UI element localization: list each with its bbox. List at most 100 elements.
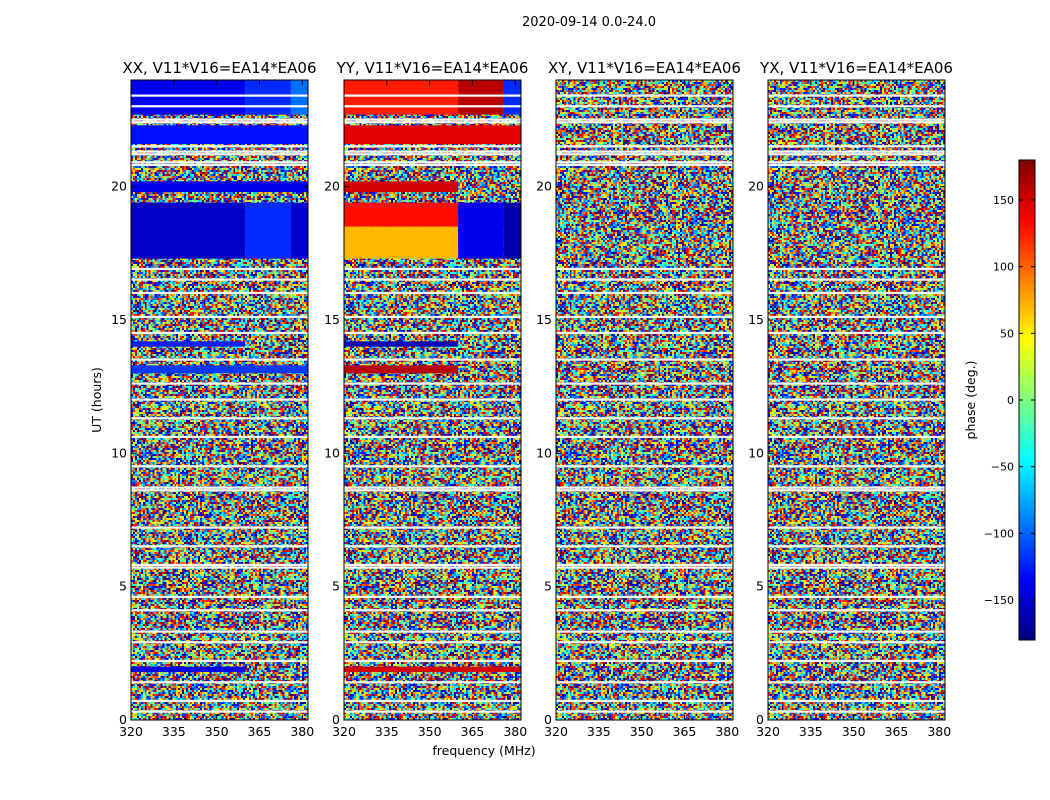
- flagged-row: [344, 121, 521, 124]
- flagged-row: [556, 641, 733, 644]
- y-tick-label: 5: [119, 579, 127, 594]
- heatmap-area: [768, 80, 945, 720]
- flagged-row: [131, 121, 308, 124]
- coherent-phase-block: [131, 181, 308, 192]
- flagged-row: [768, 659, 945, 663]
- panel-title: YX, V11*V16=EA14*EA06: [759, 59, 953, 77]
- flagged-row: [131, 563, 308, 567]
- flagged-row: [344, 145, 521, 148]
- colorbar-tick-label: 50: [1000, 327, 1014, 340]
- flagged-row: [344, 641, 521, 644]
- panel-title: XX, V11*V16=EA14*EA06: [122, 59, 316, 77]
- coherent-phase-block: [131, 125, 308, 144]
- heatmap-area: [344, 80, 521, 720]
- flagged-row: [556, 315, 733, 319]
- coherent-phase-block: [458, 80, 504, 115]
- flagged-row: [556, 699, 733, 703]
- flagged-row: [768, 630, 945, 633]
- flagged-row: [768, 331, 945, 335]
- flagged-row: [131, 267, 308, 271]
- y-tick-label: 0: [544, 712, 552, 727]
- flagged-row: [344, 382, 521, 385]
- colorbar-tick-label: −150: [984, 594, 1014, 607]
- flagged-row: [768, 358, 945, 361]
- flagged-row: [131, 291, 308, 295]
- figure-suptitle: 2020-09-14 0.0-24.0: [522, 15, 656, 30]
- y-tick-label: 0: [332, 712, 340, 727]
- flagged-row: [344, 563, 521, 567]
- x-tick-label: 335: [799, 724, 823, 739]
- flagged-row: [556, 94, 733, 97]
- flagged-row: [556, 417, 733, 420]
- flagged-row: [131, 545, 308, 548]
- coherent-phase-block: [503, 202, 521, 259]
- y-tick-label: 5: [332, 579, 340, 594]
- flagged-row: [131, 609, 308, 612]
- x-tick-label: 335: [375, 724, 399, 739]
- flagged-row: [131, 699, 308, 703]
- flagged-row: [344, 681, 521, 684]
- coherent-phase-block: [290, 80, 308, 115]
- flagged-row: [768, 435, 945, 439]
- flagged-row: [768, 382, 945, 385]
- flagged-row: [344, 595, 521, 599]
- y-tick-label: 10: [324, 445, 340, 460]
- flagged-row: [768, 161, 945, 164]
- y-tick-label: 20: [536, 179, 552, 194]
- flagged-row: [131, 489, 308, 492]
- panel-frame: [555, 79, 734, 721]
- flagged-row: [768, 641, 945, 644]
- flagged-row: [768, 710, 945, 713]
- flagged-row: [556, 163, 733, 167]
- flagged-row: [344, 417, 521, 420]
- flagged-row: [556, 121, 733, 124]
- x-axis-label: frequency (MHz): [432, 743, 535, 758]
- flagged-row: [131, 465, 308, 468]
- flagged-row: [131, 710, 308, 713]
- flagged-row: [344, 331, 521, 335]
- flagged-row: [768, 545, 945, 548]
- flagged-row: [344, 105, 521, 108]
- flagged-row: [131, 526, 308, 529]
- coherent-phase-block: [344, 341, 459, 347]
- flagged-row: [344, 566, 521, 569]
- flagged-row: [768, 163, 945, 167]
- flagged-row: [131, 659, 308, 663]
- y-tick-label: 0: [756, 712, 764, 727]
- y-axis-label: UT (hours): [89, 367, 104, 433]
- colorbar-tick-label: −100: [984, 527, 1014, 540]
- flagged-row: [556, 681, 733, 684]
- flagged-row: [556, 710, 733, 713]
- coherent-phase-block: [344, 202, 459, 227]
- x-tick-label: 380: [503, 724, 527, 739]
- flagged-row: [344, 163, 521, 167]
- flagged-row: [344, 435, 521, 439]
- flagged-row: [556, 609, 733, 612]
- flagged-row: [131, 435, 308, 439]
- flagged-row: [556, 563, 733, 567]
- flagged-row: [768, 315, 945, 319]
- flagged-row: [768, 121, 945, 124]
- colorbar-tick-label: 0: [1007, 394, 1014, 407]
- panel-frame: [343, 79, 522, 721]
- flagged-row: [768, 145, 945, 148]
- x-tick-label: 380: [927, 724, 951, 739]
- flagged-row: [344, 526, 521, 529]
- panel: XY, V11*V16=EA14*EA06 320 335 350 365 380 0 5 10…: [536, 59, 741, 739]
- flagged-row: [344, 153, 521, 156]
- flagged-row: [131, 94, 308, 97]
- flagged-row: [556, 382, 733, 385]
- flagged-row: [768, 465, 945, 468]
- flagged-row: [768, 153, 945, 156]
- flagged-row: [556, 659, 733, 663]
- coherent-phase-block: [344, 365, 459, 374]
- colorbar-label: phase (deg.): [963, 361, 978, 440]
- y-tick-label: 15: [536, 312, 552, 327]
- flagged-row: [131, 630, 308, 633]
- x-tick-label: 320: [544, 724, 568, 739]
- flagged-row: [556, 161, 733, 164]
- panel: XX, V11*V16=EA14*EA06 320 335 350 365 380 0 5 10…: [111, 59, 316, 739]
- flagged-row: [344, 486, 521, 489]
- flagged-row: [131, 150, 308, 153]
- flagged-row: [768, 699, 945, 703]
